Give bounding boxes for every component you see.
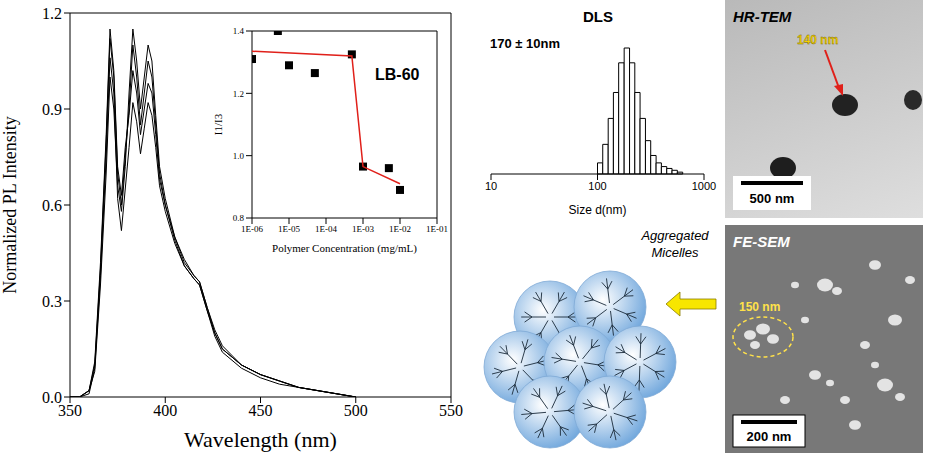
svg-text:I1/I3: I1/I3 <box>212 113 224 135</box>
svg-text:10: 10 <box>485 180 497 192</box>
svg-text:1.2: 1.2 <box>233 89 244 99</box>
svg-text:450: 450 <box>249 402 273 419</box>
svg-text:1E-05: 1E-05 <box>278 224 300 234</box>
svg-text:Polymer Concentration (mg/mL): Polymer Concentration (mg/mL) <box>272 242 417 254</box>
svg-text:1.2: 1.2 <box>42 5 62 22</box>
svg-text:350: 350 <box>58 402 82 420</box>
svg-text:1.4: 1.4 <box>233 26 245 36</box>
svg-text:150 nm: 150 nm <box>739 300 780 314</box>
svg-text:1E-06: 1E-06 <box>241 224 263 234</box>
svg-text:1000: 1000 <box>692 180 716 192</box>
svg-text:FE-SEM: FE-SEM <box>733 233 790 250</box>
svg-text:200 nm: 200 nm <box>747 429 792 444</box>
svg-text:HR-TEM: HR-TEM <box>733 8 792 25</box>
svg-text:1E-03: 1E-03 <box>352 224 374 234</box>
svg-text:0.6: 0.6 <box>42 197 62 214</box>
svg-text:140 nm: 140 nm <box>797 33 838 47</box>
svg-text:1E-02: 1E-02 <box>389 224 411 234</box>
svg-text:1E-04: 1E-04 <box>315 224 337 234</box>
svg-text:500: 500 <box>344 402 368 419</box>
html-text:LB-60: LB-60 <box>375 66 420 83</box>
svg-text:1E-01: 1E-01 <box>426 224 448 234</box>
svg-text:Wavelength (nm): Wavelength (nm) <box>184 427 337 452</box>
html-text:DLS: DLS <box>583 8 613 25</box>
svg-text:0.8: 0.8 <box>233 213 245 223</box>
svg-text:550: 550 <box>439 402 463 419</box>
html-text:170 ± 10nm: 170 ± 10nm <box>490 36 560 51</box>
svg-text:400: 400 <box>153 402 177 419</box>
svg-text:0.3: 0.3 <box>42 293 62 310</box>
svg-text:Size d(nm): Size d(nm) <box>568 203 626 217</box>
svg-text:Aggregated: Aggregated <box>640 228 709 243</box>
svg-text:0.9: 0.9 <box>42 101 62 118</box>
svg-text:100: 100 <box>588 180 606 192</box>
svg-text:0.0: 0.0 <box>42 389 62 406</box>
svg-text:1.0: 1.0 <box>233 151 245 161</box>
svg-text:500 nm: 500 nm <box>750 191 795 206</box>
svg-text:Micelles: Micelles <box>652 245 699 260</box>
svg-text:Normalized PL Intensity: Normalized PL Intensity <box>0 116 20 293</box>
